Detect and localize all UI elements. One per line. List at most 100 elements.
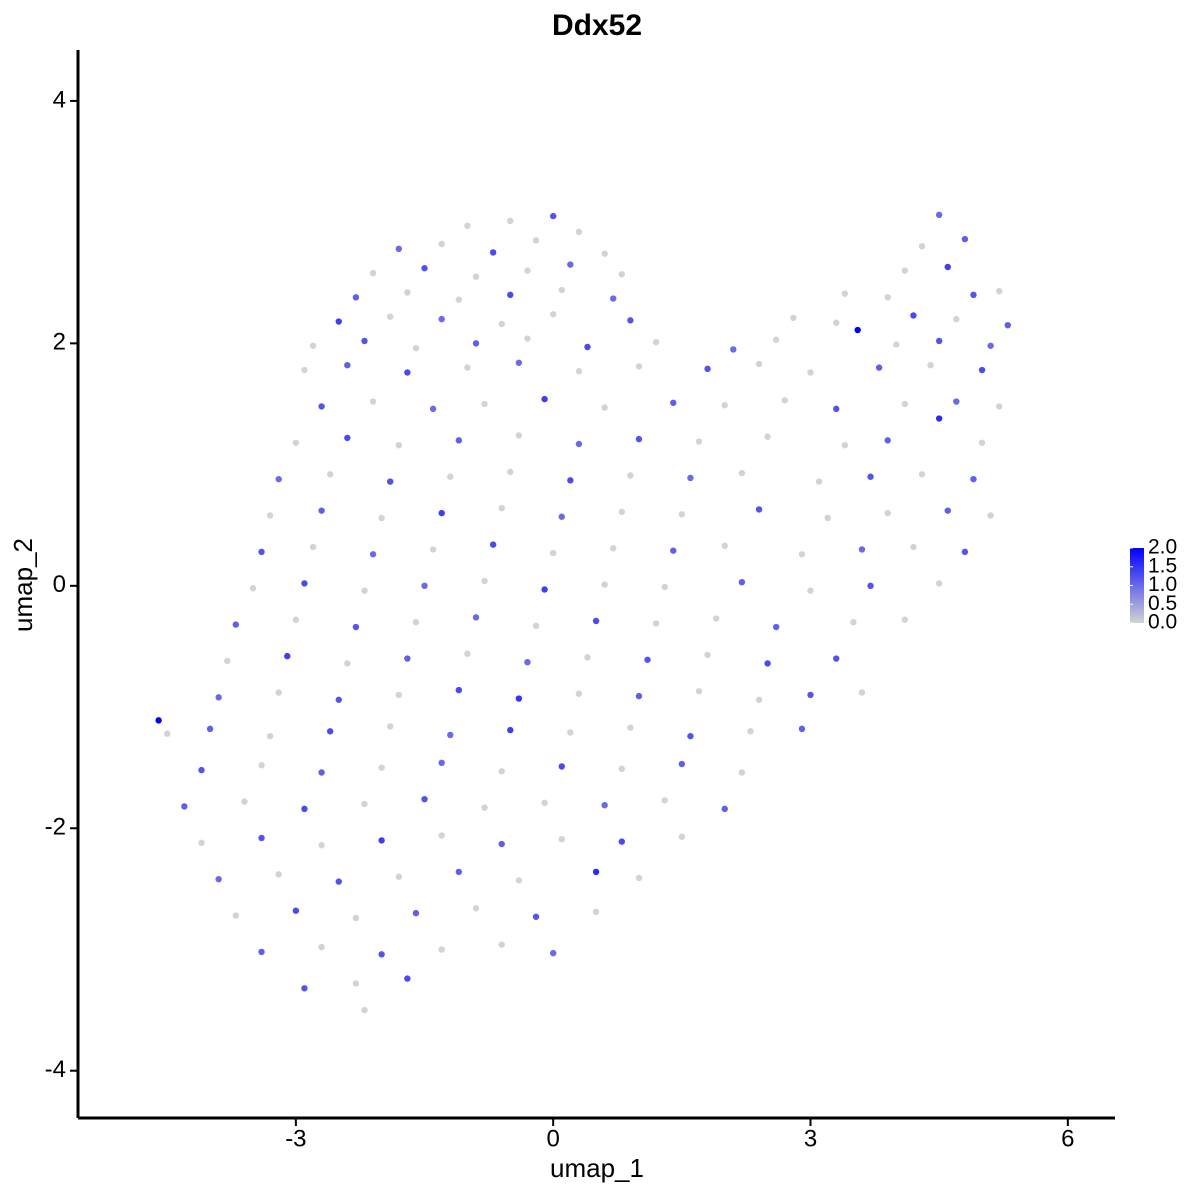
point	[738, 469, 746, 477]
point	[344, 660, 351, 667]
point	[910, 312, 917, 319]
point	[438, 832, 445, 839]
point	[292, 907, 300, 914]
point	[266, 512, 274, 519]
point	[352, 914, 360, 922]
point	[464, 222, 471, 229]
point	[395, 441, 402, 449]
point	[790, 314, 797, 322]
point	[772, 623, 780, 631]
point	[601, 802, 608, 809]
point	[558, 286, 565, 294]
point	[344, 361, 351, 369]
point	[541, 586, 548, 593]
colorbar-label: 0.5	[1148, 592, 1177, 615]
point	[884, 437, 891, 444]
y-tick-label: 4	[53, 86, 66, 113]
point	[833, 319, 840, 326]
point	[961, 548, 969, 556]
point	[635, 874, 643, 882]
point	[592, 617, 600, 625]
point	[704, 651, 711, 659]
point	[412, 909, 420, 917]
point	[910, 543, 917, 551]
point	[232, 621, 240, 628]
point	[215, 694, 222, 701]
point	[498, 840, 505, 848]
point	[301, 985, 308, 992]
point	[687, 732, 694, 740]
point	[361, 587, 368, 594]
point	[901, 616, 909, 623]
point	[344, 434, 351, 442]
point	[978, 439, 986, 446]
point	[807, 369, 814, 376]
point	[601, 250, 608, 257]
point	[378, 837, 385, 844]
point	[258, 762, 265, 769]
point	[927, 361, 934, 369]
point	[507, 291, 514, 299]
point	[438, 240, 445, 248]
point	[241, 798, 248, 805]
point	[678, 511, 686, 518]
point	[549, 949, 557, 957]
point	[970, 475, 977, 483]
point	[404, 655, 411, 662]
point	[455, 437, 463, 444]
point	[481, 804, 488, 811]
point	[610, 295, 617, 302]
point	[301, 366, 308, 374]
y-tick-label: 0	[53, 571, 66, 598]
point	[472, 905, 480, 912]
point	[412, 618, 420, 626]
point	[455, 868, 463, 876]
point	[807, 691, 814, 699]
point	[635, 363, 643, 370]
point	[352, 294, 360, 301]
point	[996, 288, 1003, 295]
point	[584, 343, 591, 351]
point	[318, 403, 325, 410]
point	[378, 514, 385, 522]
point	[335, 696, 342, 703]
point	[198, 839, 205, 847]
point	[438, 315, 445, 323]
point	[944, 507, 951, 514]
point	[395, 873, 402, 880]
point	[764, 433, 771, 440]
point	[738, 769, 746, 776]
point	[292, 439, 300, 446]
point	[978, 366, 986, 374]
point	[798, 551, 806, 558]
point	[361, 800, 368, 808]
point	[610, 545, 617, 552]
point	[532, 622, 540, 630]
colorbar	[1130, 548, 1144, 623]
point	[318, 507, 325, 514]
point	[404, 289, 411, 296]
point	[970, 291, 977, 299]
point	[670, 547, 677, 554]
point	[944, 263, 951, 271]
point	[421, 795, 428, 803]
x-tick-label: -3	[285, 1125, 306, 1152]
point	[575, 440, 583, 448]
point	[661, 797, 668, 804]
point	[515, 695, 523, 702]
point	[627, 724, 634, 731]
point	[387, 478, 394, 485]
point	[575, 368, 583, 375]
point	[618, 508, 626, 516]
point	[584, 654, 591, 661]
point	[841, 441, 849, 449]
point	[524, 267, 531, 274]
point	[695, 688, 703, 695]
point	[678, 833, 686, 840]
x-tick-label: 3	[804, 1125, 817, 1152]
point	[549, 311, 557, 318]
point	[404, 369, 411, 376]
point	[807, 587, 814, 594]
point	[901, 400, 909, 408]
